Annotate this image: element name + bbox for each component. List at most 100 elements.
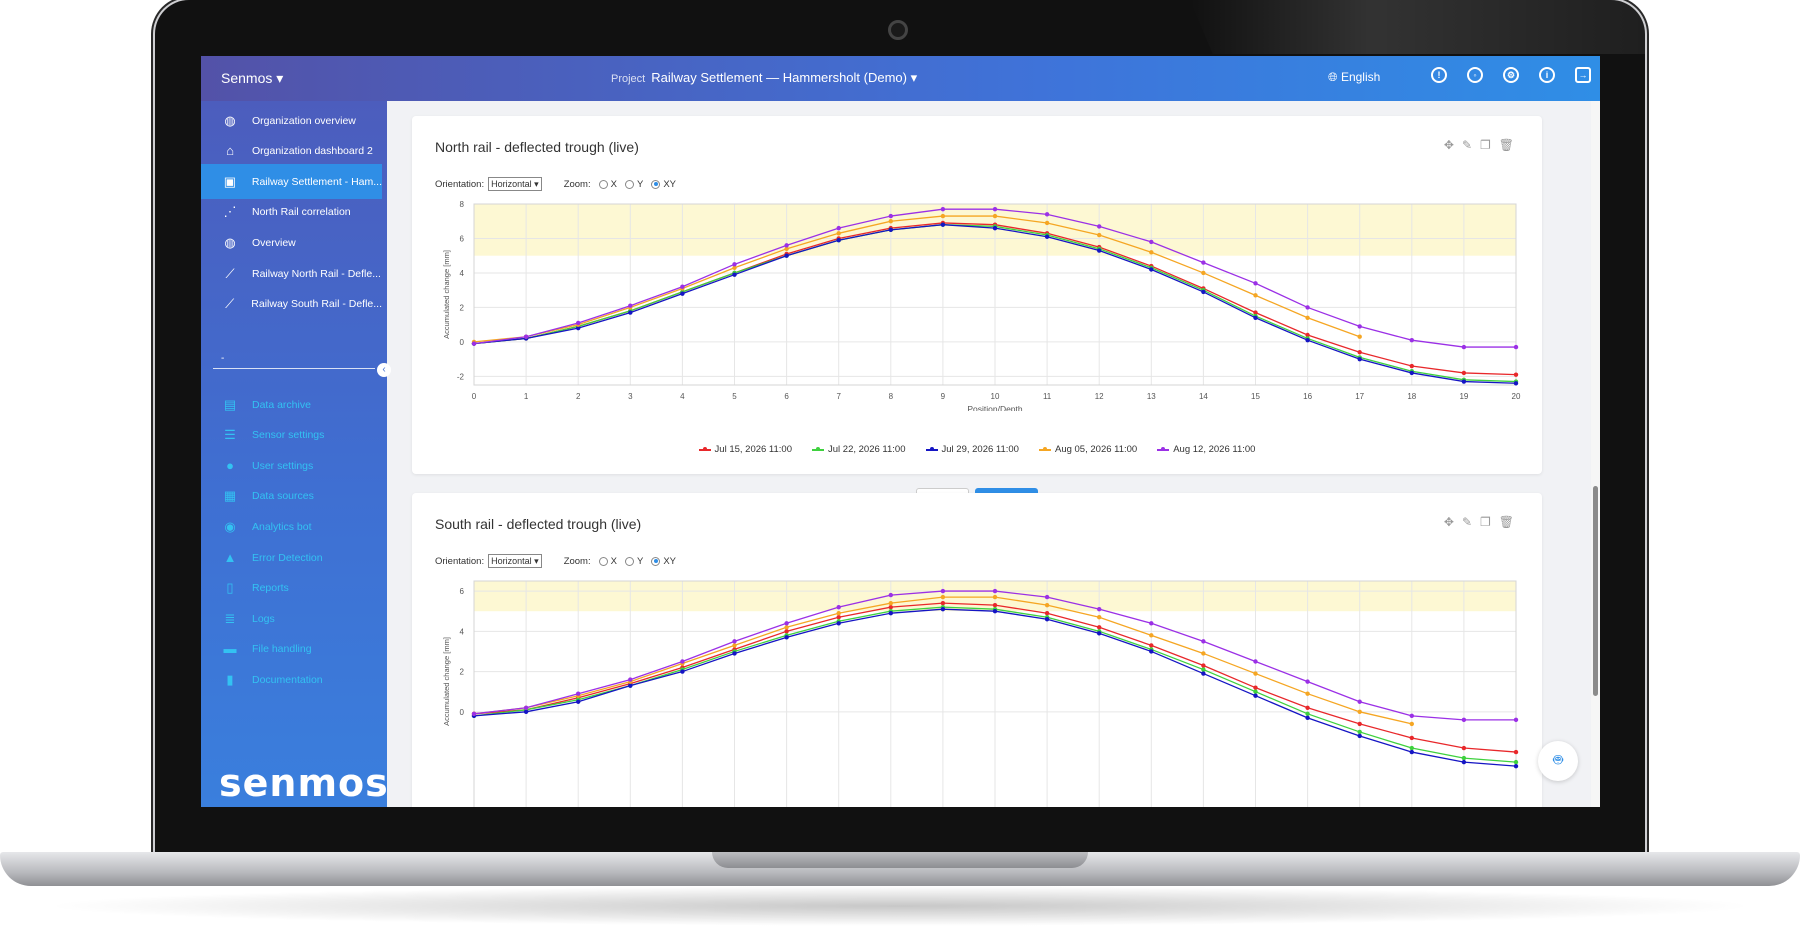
data-point xyxy=(1305,332,1310,338)
info-icon[interactable]: i xyxy=(1539,67,1555,83)
data-point xyxy=(1357,324,1362,329)
sidebar-item[interactable]: ▣ Railway Settlement - Ham... xyxy=(201,164,382,200)
gear-icon[interactable]: ⚙ xyxy=(1503,67,1519,83)
sidebar-tool-item[interactable]: ◉ Analytics bot xyxy=(201,509,382,544)
zoom-label: Zoom: xyxy=(563,178,591,190)
data-point xyxy=(1513,344,1519,350)
sidebar-item[interactable]: ◍ Organization overview xyxy=(201,103,382,138)
orientation-label: Orientation: xyxy=(435,555,485,567)
y-tick-label: 0 xyxy=(460,708,465,717)
data-point xyxy=(1357,721,1362,727)
orientation-select[interactable]: Horizontal ▾ xyxy=(488,554,542,568)
sidebar-tool-item[interactable]: ▮ Documentation xyxy=(201,662,382,697)
palette-icon[interactable]: ◦ xyxy=(1467,67,1483,83)
sidebar-tool-label: Data sources xyxy=(252,490,314,503)
zoom-radio[interactable]: XY xyxy=(651,179,676,190)
data-point xyxy=(680,291,685,296)
data-point xyxy=(1513,381,1519,386)
data-point xyxy=(628,677,633,682)
orientation-select[interactable]: Horizontal ▾ xyxy=(488,177,542,191)
sidebar-tool-item[interactable]: ▯ Reports xyxy=(201,571,382,606)
sidebar-item[interactable]: ◍ Overview xyxy=(201,225,382,260)
legend-item[interactable]: Aug 05, 2026 11:00 xyxy=(1038,444,1137,455)
data-point xyxy=(1409,713,1414,719)
sidebar-item[interactable]: ⌂ Organization dashboard 2 xyxy=(201,134,382,169)
globe-icon: 🌐︎ xyxy=(1328,70,1338,84)
archive-icon: ▤ xyxy=(223,396,237,412)
sidebar-tool-item[interactable]: ● User settings xyxy=(201,448,382,483)
data-point xyxy=(992,602,998,608)
copy-icon[interactable]: ❐ xyxy=(1480,138,1491,152)
data-point xyxy=(836,615,841,620)
edit-icon[interactable]: ✎ xyxy=(1461,515,1472,529)
delete-icon[interactable]: 🗑︎ xyxy=(1498,138,1514,152)
sidebar-tool-item[interactable]: ▦ Data sources xyxy=(201,479,382,514)
data-point xyxy=(1357,709,1362,715)
collapse-sidebar-button[interactable]: ‹ xyxy=(377,363,391,377)
data-point xyxy=(1305,679,1310,684)
zoom-radio[interactable]: X xyxy=(598,556,617,567)
sidebar-item[interactable]: ⟋ Railway South Rail - Defle... xyxy=(201,287,382,322)
scroll-thumb[interactable] xyxy=(1593,486,1598,696)
data-point xyxy=(1097,625,1102,630)
chevron-down-icon: ▾ xyxy=(276,70,284,86)
data-point xyxy=(992,213,998,219)
zoom-radio[interactable]: Y xyxy=(624,179,643,190)
move-icon[interactable]: ✥ xyxy=(1443,515,1454,529)
sidebar-tool-item[interactable]: ▤ Data archive xyxy=(201,387,382,422)
sidebar-tool-item[interactable]: ☰ Sensor settings xyxy=(201,418,382,453)
radio-icon xyxy=(624,556,634,566)
series-group xyxy=(471,588,1519,769)
legend-item[interactable]: Jul 22, 2026 11:00 xyxy=(812,444,906,455)
chart-title: North rail - deflected trough (live) xyxy=(435,139,639,155)
data-point xyxy=(1513,372,1519,377)
zoom-radio[interactable]: Y xyxy=(624,556,643,567)
data-point xyxy=(732,643,737,648)
x-tick-label: 14 xyxy=(1199,392,1208,401)
move-icon[interactable]: ✥ xyxy=(1443,138,1454,152)
x-axis-label: Position/Depth xyxy=(967,404,1023,411)
x-tick-label: 13 xyxy=(1147,392,1156,401)
data-point xyxy=(1461,344,1467,350)
data-point xyxy=(1253,281,1258,286)
legend-item[interactable]: Jul 29, 2026 11:00 xyxy=(925,444,1019,455)
scrollbar[interactable] xyxy=(1591,101,1600,807)
sidebar-tool-item[interactable]: ≣ Logs xyxy=(201,601,382,636)
data-point xyxy=(1513,759,1519,765)
copy-icon[interactable]: ❐ xyxy=(1480,515,1491,529)
project-selector[interactable]: Project Railway Settlement — Hammersholt … xyxy=(611,70,917,86)
sidebar-tool-item[interactable]: ▬ File handling xyxy=(201,632,382,667)
logout-icon[interactable]: → xyxy=(1575,67,1591,83)
report-icon: ▯ xyxy=(226,580,234,596)
shield-icon[interactable]: ! xyxy=(1431,67,1447,83)
data-point xyxy=(1149,649,1154,654)
scatter-chart-icon: ⋰ xyxy=(223,204,237,220)
data-point xyxy=(1461,745,1467,751)
data-point xyxy=(940,206,946,212)
x-tick-label: 5 xyxy=(732,392,737,401)
data-point xyxy=(940,588,946,594)
data-point xyxy=(836,611,841,616)
legend-item[interactable]: Jul 15, 2026 11:00 xyxy=(698,444,792,455)
data-point xyxy=(1097,224,1102,229)
delete-icon[interactable]: 🗑︎ xyxy=(1498,515,1514,529)
zoom-radio[interactable]: X xyxy=(598,179,617,190)
sidebar-tool-item[interactable]: ▲ Error Detection xyxy=(201,540,382,575)
data-point xyxy=(1044,617,1050,622)
data-point xyxy=(680,669,685,674)
orientation-label: Orientation: xyxy=(435,178,485,190)
legend-item[interactable]: Aug 12, 2026 11:00 xyxy=(1157,444,1255,455)
language-selector[interactable]: 🌐︎ English xyxy=(1328,70,1381,84)
edit-icon[interactable]: ✎ xyxy=(1461,138,1472,152)
sidebar: ◍ Organization overview ⌂ Organization dash… xyxy=(201,101,391,807)
sidebar-item[interactable]: ⋰ North Rail correlation xyxy=(201,195,382,230)
sidebar-item[interactable]: ⟋ Railway North Rail - Defle... xyxy=(201,256,382,291)
data-point xyxy=(1409,745,1414,751)
zoom-label: Zoom: xyxy=(563,555,591,567)
x-tick-label: 17 xyxy=(1355,392,1364,401)
data-point xyxy=(471,341,477,346)
robot-icon[interactable]: 🤖︎ xyxy=(1538,741,1578,781)
zoom-radio[interactable]: XY xyxy=(651,556,676,567)
brand-menu[interactable]: Senmos ▾ xyxy=(221,70,284,86)
